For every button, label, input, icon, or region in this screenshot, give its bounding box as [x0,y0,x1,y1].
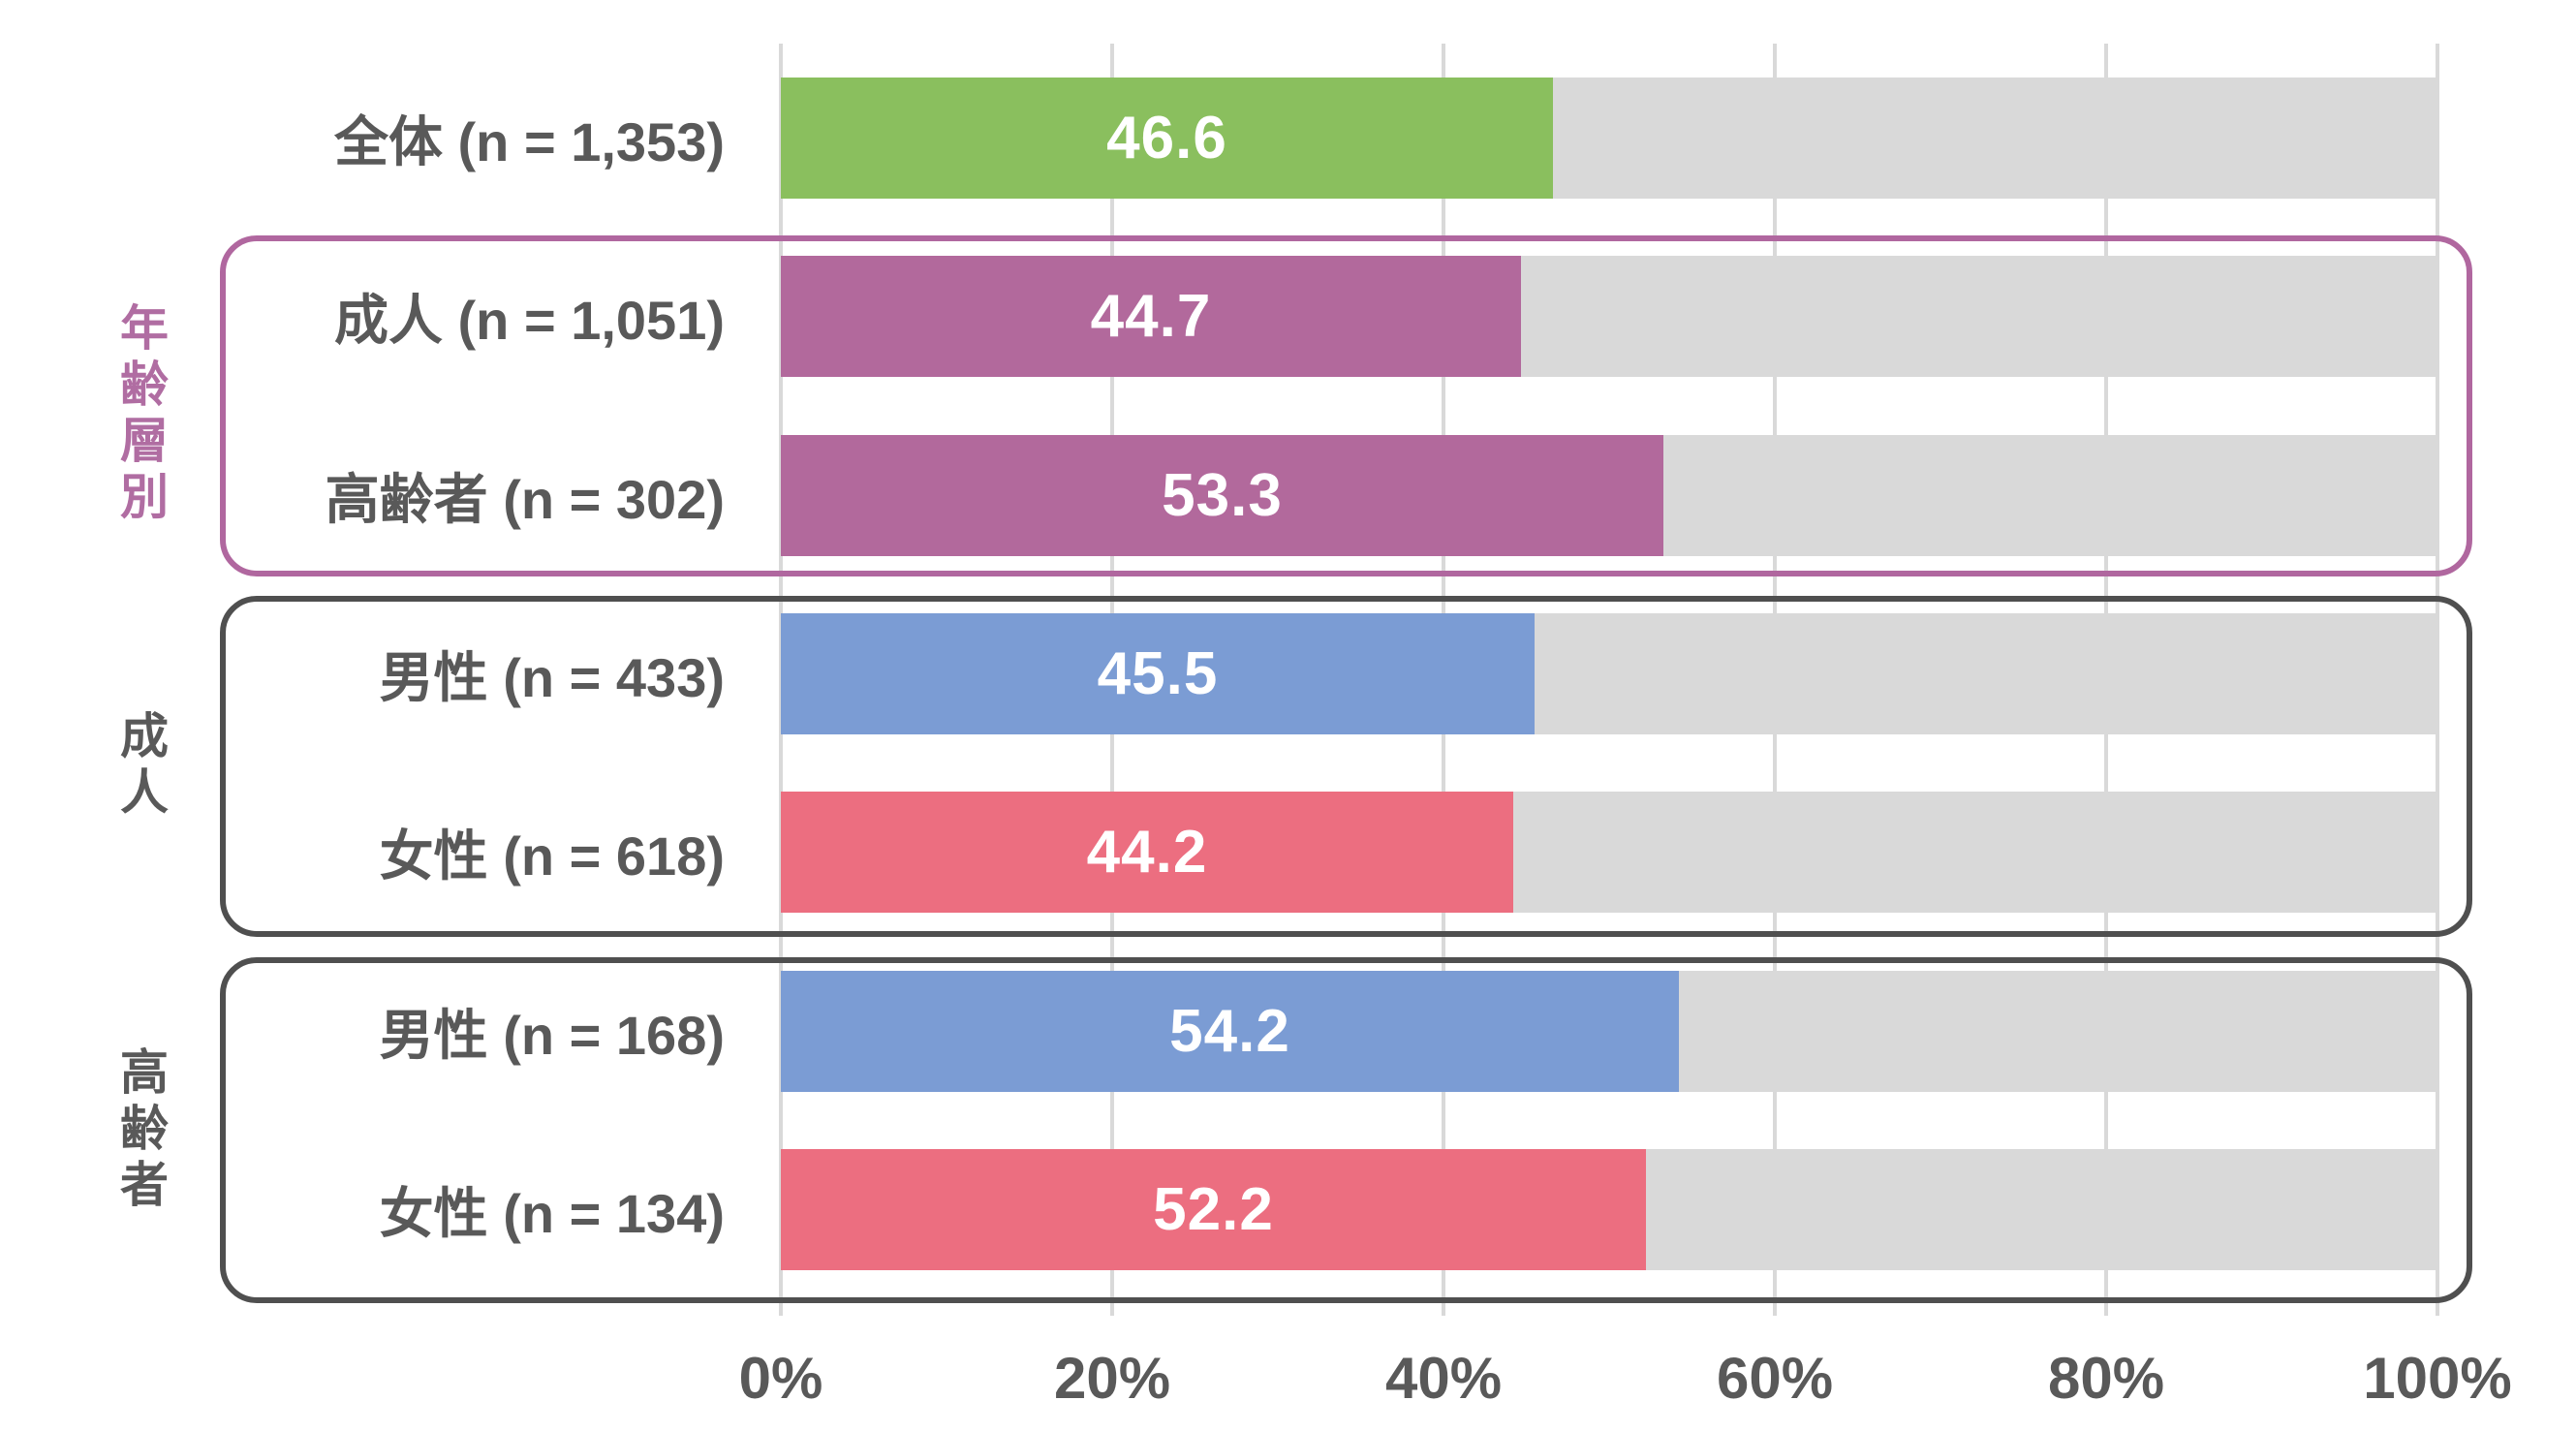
category-label: 女性 (n = 618) [379,825,725,887]
category-label: 全体 (n = 1,353) [333,111,725,172]
bar-row-2: 53.3 [781,435,1663,556]
bar-row-0: 46.6 [781,78,1553,199]
bar-row-5: 54.2 [781,971,1679,1092]
x-tick-label: 0% [738,1346,823,1411]
group-box-0 [220,235,2472,576]
x-tick-label: 100% [2363,1346,2512,1411]
group-label-0: 年齢層別 [113,302,168,527]
bar-row-6: 52.2 [781,1149,1646,1270]
bar-row-3: 45.5 [781,613,1535,734]
bar-value-label: 52.2 [1153,1176,1274,1243]
category-label: 男性 (n = 433) [379,647,725,708]
category-label: 高齢者 (n = 302) [325,469,725,530]
bar-row-4: 44.2 [781,792,1513,913]
bar-row-1: 44.7 [781,256,1521,377]
gridline [2436,44,2439,1316]
x-tick-label: 40% [1384,1346,1503,1411]
group-box-2 [220,957,2472,1303]
group-box-1 [220,596,2472,937]
x-tick-label: 20% [1053,1346,1171,1411]
bar-value-label: 44.7 [1090,283,1212,350]
bar-value-label: 54.2 [1169,998,1290,1065]
category-label: 女性 (n = 134) [379,1183,725,1244]
group-label-2: 高齢者 [113,1046,168,1215]
bar-value-label: 45.5 [1097,640,1219,707]
group-label-1: 成人 [113,710,168,823]
x-tick-label: 60% [1716,1346,1834,1411]
bar-value-label: 44.2 [1086,819,1208,886]
category-label: 男性 (n = 168) [379,1005,725,1066]
category-label: 成人 (n = 1,051) [333,290,725,351]
bar-value-label: 53.3 [1162,462,1283,529]
bar-value-label: 46.6 [1106,105,1227,171]
x-tick-label: 80% [2047,1346,2165,1411]
